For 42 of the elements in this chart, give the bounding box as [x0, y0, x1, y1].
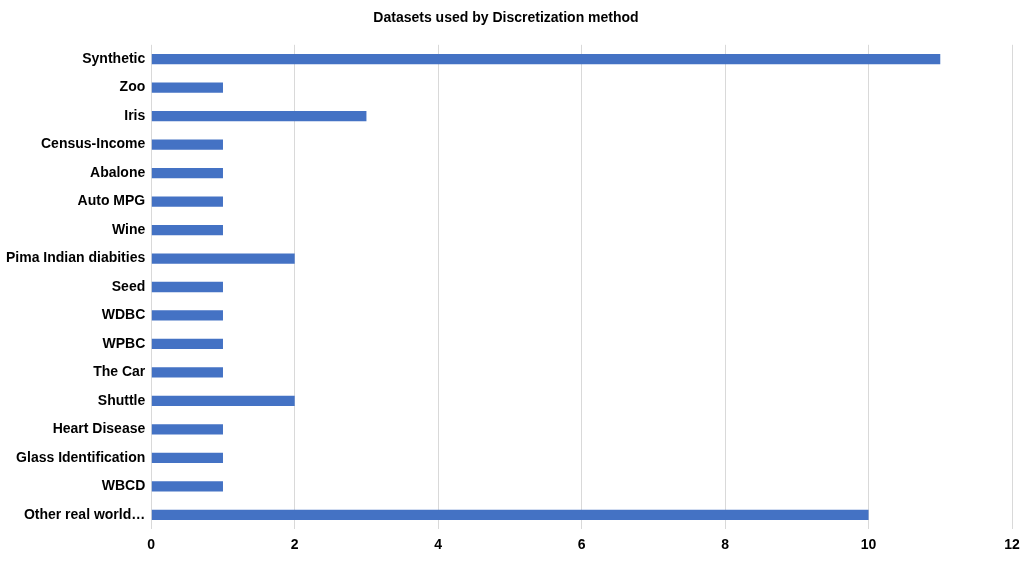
x-tick-label: 2: [290, 536, 299, 553]
bar: [151, 110, 367, 122]
y-tick-label: Abalone: [90, 163, 146, 180]
y-tick-label: Pima Indian diabities: [5, 249, 146, 266]
x-tick-label: 8: [721, 536, 730, 553]
y-tick-label: Iris: [124, 106, 146, 123]
y-tick-label: WBCD: [101, 477, 146, 494]
bar: [151, 452, 223, 464]
y-tick-label: Census-Income: [41, 135, 146, 152]
y-tick-label: Synthetic: [82, 49, 146, 66]
bar: [151, 395, 295, 407]
bar: [151, 139, 223, 150]
bar: [151, 367, 223, 378]
bar: [151, 424, 223, 435]
bar: [151, 53, 941, 65]
y-tick-label: Zoo: [119, 78, 146, 95]
x-tick-label: 4: [434, 536, 443, 553]
y-tick-label: Shuttle: [97, 391, 146, 408]
y-tick-label: Heart Disease: [52, 420, 146, 437]
y-tick-label: Wine: [111, 220, 146, 237]
chart-title: Datasets used by Discretization method: [373, 9, 639, 26]
x-tick-label: 6: [577, 536, 586, 553]
y-tick-label: Seed: [111, 277, 146, 294]
y-tick-label: WDBC: [101, 306, 146, 323]
bar: [151, 167, 223, 179]
y-tick-label: Other real world…: [23, 505, 146, 522]
y-tick-label: Auto MPG: [77, 192, 146, 209]
bar: [151, 281, 223, 293]
y-tick-label: WPBC: [102, 334, 146, 351]
bar: [151, 253, 295, 264]
y-tick-label: The Car: [93, 363, 146, 380]
bar: [151, 224, 223, 236]
x-tick-label: 10: [860, 536, 877, 553]
x-tick-label: 12: [1004, 536, 1020, 553]
bar: [151, 338, 223, 350]
bar: [151, 82, 223, 93]
bar: [151, 310, 223, 321]
bar: [151, 481, 223, 492]
x-tick-label: 0: [147, 536, 156, 553]
y-tick-label: Glass Identification: [16, 448, 146, 465]
bar: [151, 196, 223, 207]
bar: [151, 509, 869, 521]
